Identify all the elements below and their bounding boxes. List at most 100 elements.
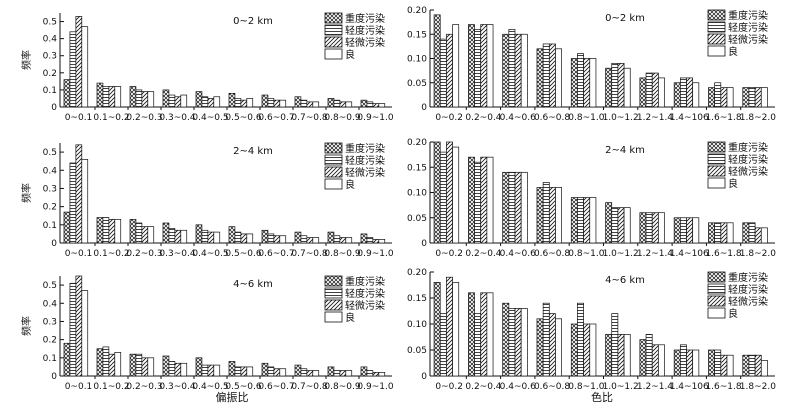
x-tick-label: 0.6~0.7 [258,249,294,259]
bar [514,33,522,108]
x-tick-label: 0.8~1.0 [568,249,604,259]
chart-panel-2: 0 0.05 0.10 0.15 0.20 0~0.2 0.2~0.40.4~0.60.6~… [407,6,776,123]
legend-swatch [707,165,726,177]
x-tick-label: 0.1~0.2 [93,113,129,123]
x-tick-label: 0.2~0.4 [465,382,501,392]
y-tick-label: 0 [421,239,427,249]
legend-swatch [707,9,726,21]
x-tick-label: 0~0.2 [435,249,463,259]
bar [207,231,215,244]
x-tick-label: 0~0.1 [65,113,93,123]
bar [692,82,700,108]
x-tick-label: 0.2~0.4 [465,113,501,123]
bar [333,370,341,377]
bar [520,308,528,377]
y-tick-label: 0.5 [43,148,57,158]
x-tick-label: 0.6~0.7 [258,113,294,123]
bar [306,101,314,108]
bar [508,29,516,108]
bar [679,217,687,244]
bar [63,342,71,377]
bar [63,79,71,108]
bar [714,82,722,108]
legend-swatch [707,45,726,57]
bar [69,282,77,377]
bar [240,366,248,377]
x-tick-label: 1.2~1.4 [637,382,673,392]
x-tick-label: 1.4~106 [670,113,709,123]
y-tick-label: 0.3 [43,317,57,327]
bar [129,219,137,244]
bar [446,33,453,108]
bar [760,87,768,108]
bar [81,290,89,377]
x-tick-label: 1.2~1.4 [637,249,673,259]
bar [692,349,700,377]
panel-annotation: 2~4 km [605,145,645,156]
bar [486,292,494,377]
bar [748,87,756,108]
bar [327,98,335,108]
legend-label: 重度污染 [728,9,768,22]
bar [279,235,287,244]
bar [536,48,544,108]
bar [180,229,188,244]
bar [96,348,104,377]
y-axis-label: 频率 [20,183,33,203]
legend-swatch [707,141,726,153]
bar [754,87,762,108]
bar [378,239,386,244]
legend-label: 轻微污染 [728,295,768,308]
legend-label: 轻微污染 [345,299,385,312]
x-tick-label: 0.2~0.3 [126,113,162,123]
legend-swatch [324,178,343,190]
bar [502,302,510,377]
x-tick-label: 0.1~0.2 [93,382,129,392]
legend-label: 良 [728,45,738,58]
bar [658,77,665,108]
bar [300,368,308,377]
bar [617,334,625,377]
bar [267,233,275,244]
legend-label: 重度污染 [345,12,385,25]
bar [195,224,203,244]
bar [486,24,494,108]
bar [748,222,756,244]
legend-label: 轻微污染 [345,166,385,179]
bar [645,334,653,377]
bar [102,217,110,244]
bar [433,282,441,377]
x-tick-label: 0~0.1 [65,382,93,392]
bar [201,364,209,377]
bar [261,362,269,377]
x-tick-label: 1.2~1.4 [637,113,673,123]
x-tick-label: 0.4~0.5 [192,249,228,259]
bar [168,94,176,108]
bar [555,318,562,377]
bar [135,353,143,377]
bar [651,212,659,244]
legend-label: 轻度污染 [728,283,768,296]
x-tick-label: 0.9~1.0 [357,249,393,259]
bar [645,72,653,108]
bar [651,72,659,108]
y-tick-label: 0.1 [43,86,57,96]
bar [542,43,550,108]
bar [686,77,694,108]
bar [645,212,653,244]
x-tick-label: 0.4~0.6 [500,113,536,123]
bar [673,82,681,108]
bar [742,87,750,108]
legend-label: 良 [345,178,355,191]
bar [508,308,516,377]
bar [366,101,374,108]
x-tick-label: 0.4~0.5 [192,382,228,392]
bar [673,217,681,244]
bar [81,159,89,244]
x-tick-label: 0.3~0.4 [159,113,195,123]
legend-swatch [324,287,343,299]
y-tick-label: 0.05 [407,346,427,356]
panel-annotation: 4~6 km [605,275,645,286]
bar [75,16,83,108]
bar [246,233,254,244]
